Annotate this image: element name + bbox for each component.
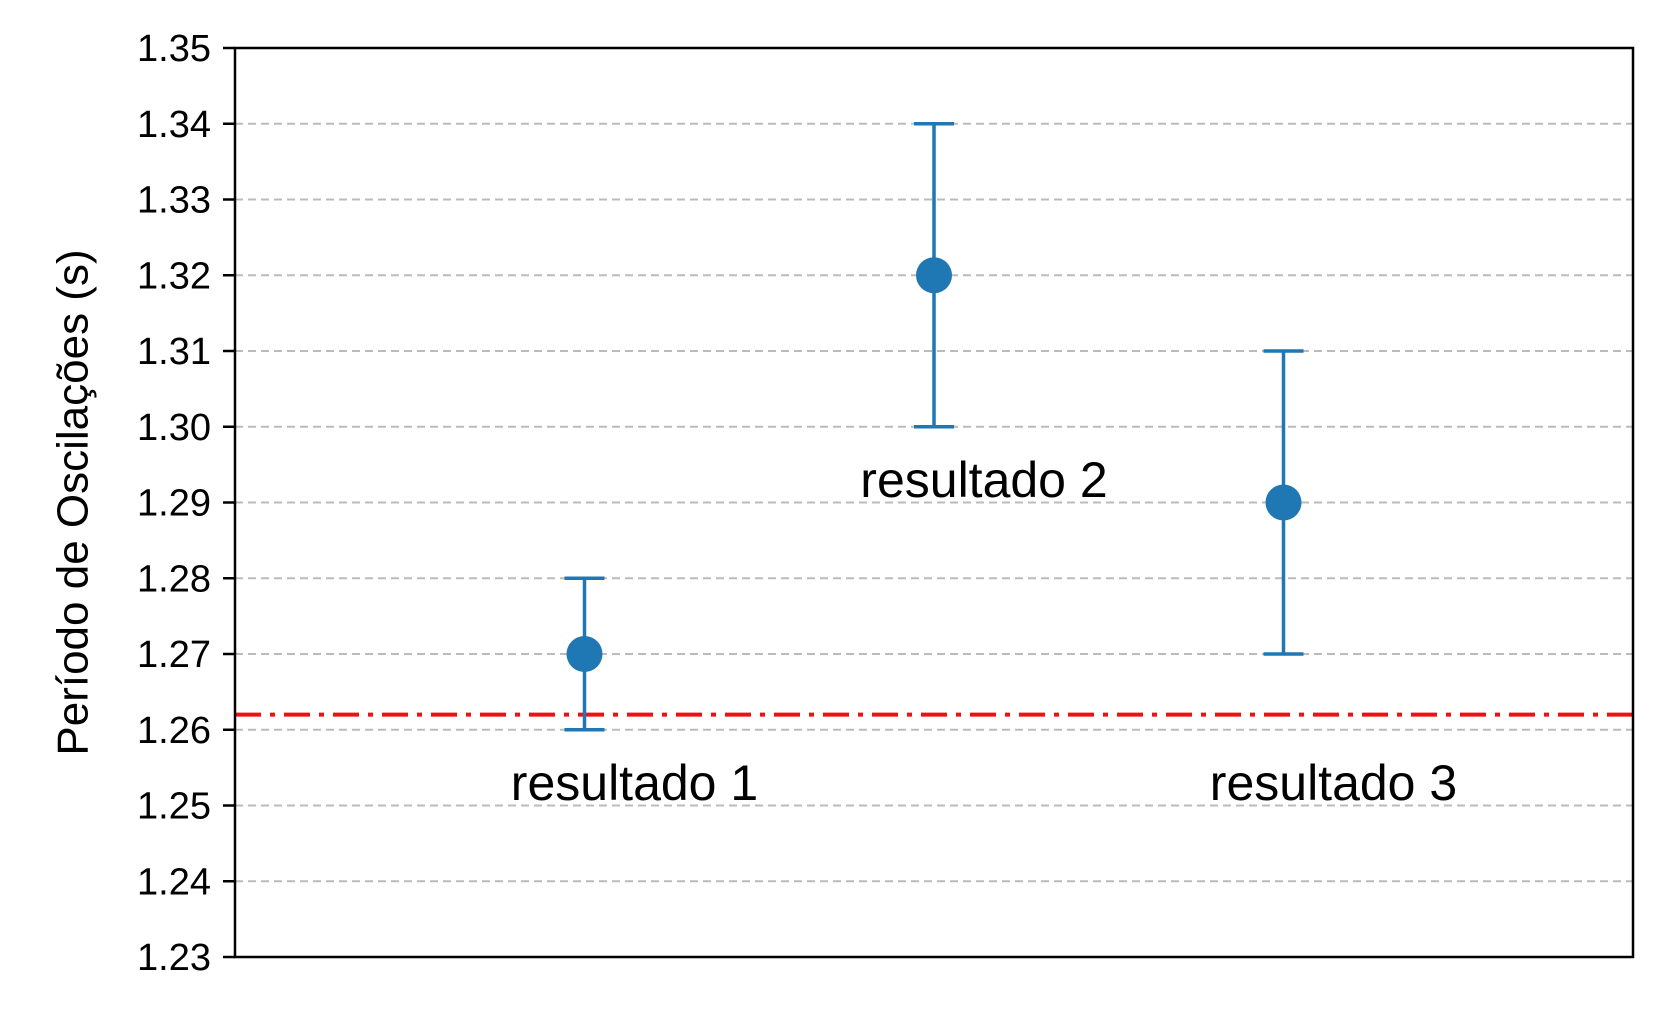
point-label: resultado 3 bbox=[1210, 755, 1457, 811]
grid-lines bbox=[235, 122, 1633, 883]
data-points bbox=[566, 257, 1302, 672]
y-tick-label: 1.23 bbox=[137, 937, 211, 979]
y-tick-label: 1.33 bbox=[137, 180, 211, 222]
data-point bbox=[566, 636, 603, 672]
error-bars bbox=[564, 122, 1304, 732]
y-axis-label: Período de Oscilações (s) bbox=[48, 249, 97, 755]
point-labels: resultado 1 resultado 2 resultado 3 bbox=[511, 452, 1457, 811]
y-tick-label: 1.25 bbox=[137, 786, 211, 828]
y-tick-label: 1.24 bbox=[137, 861, 211, 903]
y-tick-label: 1.26 bbox=[137, 710, 211, 752]
y-tick-label: 1.30 bbox=[137, 407, 211, 449]
data-point bbox=[1265, 484, 1302, 521]
point-label: resultado 2 bbox=[860, 452, 1107, 508]
y-tick-label: 1.34 bbox=[137, 104, 211, 146]
y-tick-label: 1.31 bbox=[137, 331, 211, 373]
y-tick-label: 1.35 bbox=[137, 28, 211, 70]
data-point bbox=[916, 257, 952, 294]
y-tick-label: 1.29 bbox=[137, 483, 211, 525]
y-tick-label: 1.32 bbox=[137, 255, 211, 297]
y-tick-label: 1.27 bbox=[137, 634, 211, 676]
y-axis-ticks: 1.23 1.24 1.25 1.26 1.27 1.28 1.29 1.30 1.31 1.32… bbox=[137, 28, 235, 979]
y-tick-label: 1.28 bbox=[137, 558, 211, 600]
point-label: resultado 1 bbox=[511, 755, 758, 811]
